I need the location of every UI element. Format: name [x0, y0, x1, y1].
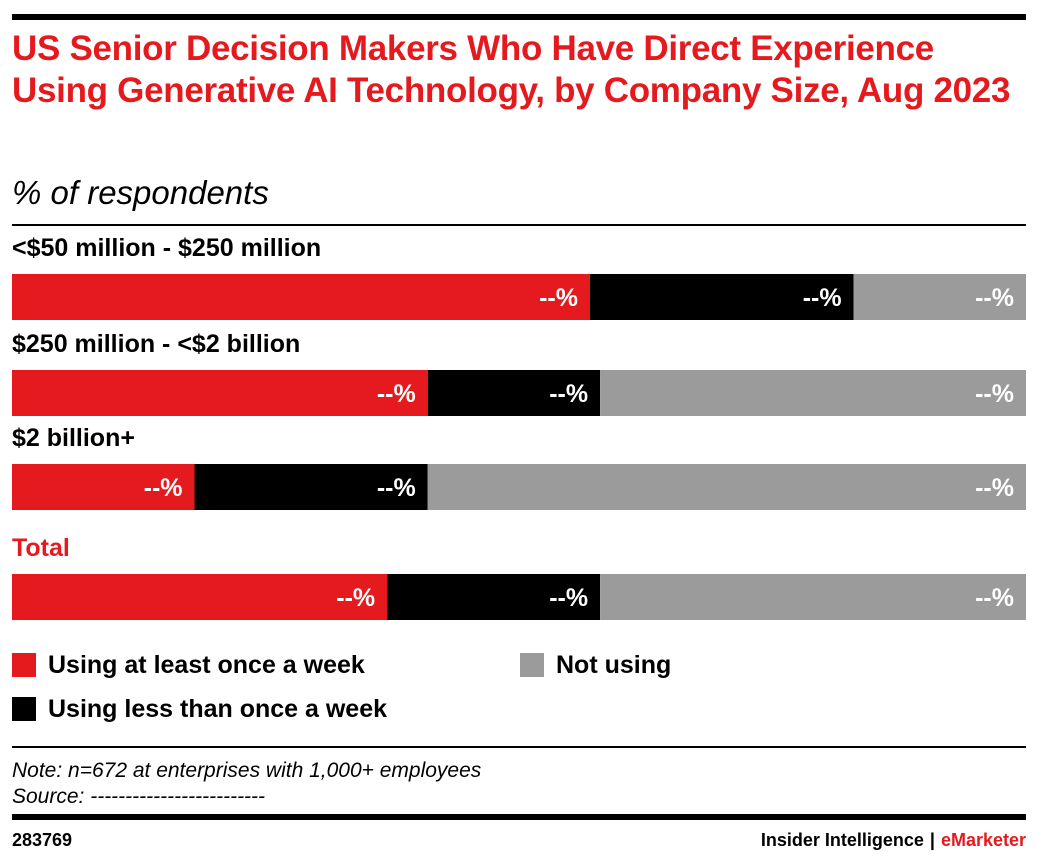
brand-separator: |	[929, 830, 935, 850]
data-label-row-1-less-weekly: --%	[803, 284, 842, 312]
legend-swatch-weekly	[12, 653, 36, 677]
footnote: Note: n=672 at enterprises with 1,000+ e…	[12, 759, 482, 782]
data-label-row-3-weekly: --%	[144, 474, 183, 502]
source-line: Source: -------------------------	[12, 785, 266, 808]
category-label-total: Total	[12, 534, 70, 562]
data-label-row-2-less-weekly: --%	[549, 380, 588, 408]
note-rule	[12, 746, 1026, 748]
chart-id: 283769	[12, 830, 73, 850]
data-label-total-less-weekly: --%	[549, 584, 588, 612]
brand-insider-intelligence: Insider Intelligence	[760, 830, 924, 850]
category-label-row-2: $250 million - <$2 billion	[12, 330, 300, 358]
brand-emarketer: eMarketer	[940, 830, 1026, 850]
bottom-rule	[12, 814, 1026, 820]
bar-segment-row-3-weekly	[12, 464, 195, 510]
stacked-bar-chart: <$50 million - $250 million --% --% --% $250…	[12, 234, 1026, 620]
chart-subtitle: % of respondents	[12, 174, 269, 211]
data-label-row-2-weekly: --%	[377, 380, 416, 408]
legend-label-less-weekly: Using less than once a week	[48, 695, 388, 723]
legend-item-less-weekly: Using less than once a week	[12, 694, 387, 724]
data-label-row-3-less-weekly: --%	[377, 474, 416, 502]
brand-footer: Insider Intelligence | eMarketer	[761, 829, 1026, 851]
legend: Using at least once a week Not using Usi…	[12, 640, 1026, 740]
bar-segment-total-less-weekly	[387, 574, 601, 620]
bar-segment-row-3-not-using	[427, 464, 1026, 510]
legend-item-not-using: Not using	[520, 650, 671, 680]
legend-label-weekly: Using at least once a week	[48, 651, 365, 679]
bar-segment-row-3-less-weekly	[194, 464, 428, 510]
top-rule	[12, 14, 1026, 20]
data-label-row-1-weekly: --%	[539, 284, 578, 312]
data-label-total-weekly: --%	[336, 584, 375, 612]
legend-swatch-less-weekly	[12, 697, 36, 721]
bar-segment-row-1-not-using	[853, 274, 1026, 320]
bar-segment-row-1-weekly	[12, 274, 590, 320]
legend-item-weekly: Using at least once a week	[12, 650, 365, 680]
bar-segment-total-weekly	[12, 574, 388, 620]
data-label-row-1-not-using: --%	[975, 284, 1014, 312]
data-label-row-2-not-using: --%	[975, 380, 1014, 408]
data-label-total-not-using: --%	[975, 584, 1014, 612]
bar-segment-row-2-not-using	[600, 370, 1026, 416]
legend-swatch-not-using	[520, 653, 544, 677]
category-label-row-1: <$50 million - $250 million	[12, 234, 321, 262]
bar-segment-row-2-weekly	[12, 370, 428, 416]
bar-segment-row-1-less-weekly	[589, 274, 854, 320]
legend-label-not-using: Not using	[556, 651, 672, 679]
data-label-row-3-not-using: --%	[975, 474, 1014, 502]
bar-segment-row-2-less-weekly	[427, 370, 601, 416]
bar-segment-total-not-using	[600, 574, 1026, 620]
subtitle-rule	[12, 224, 1026, 226]
category-label-row-3: $2 billion+	[12, 424, 135, 452]
chart-title: US Senior Decision Makers Who Have Direc…	[12, 29, 1011, 110]
